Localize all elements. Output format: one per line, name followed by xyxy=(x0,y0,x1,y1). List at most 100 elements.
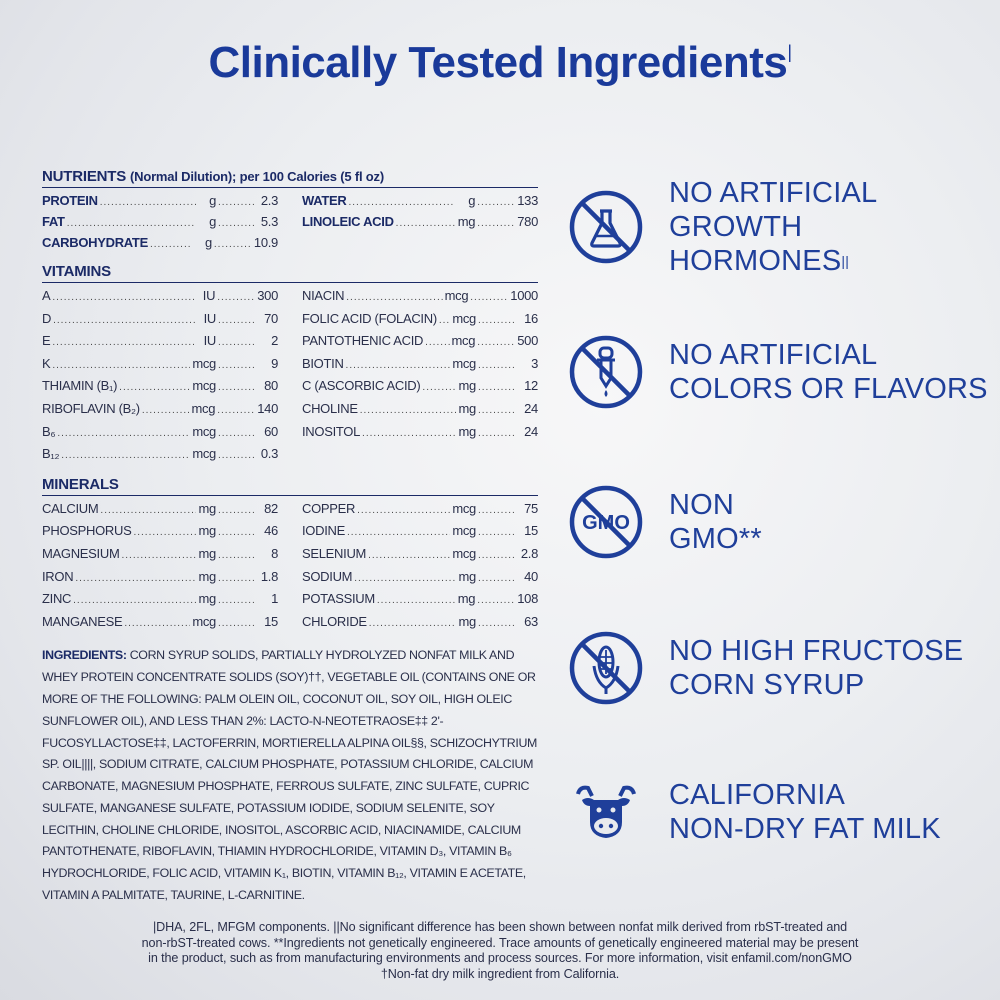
nutrient-value: 500 xyxy=(517,333,538,349)
dot-leader xyxy=(218,421,256,446)
dot-leader xyxy=(470,285,508,310)
ingredients-statement: INGREDIENTS: CORN SYRUP SOLIDS, PARTIALL… xyxy=(42,645,538,907)
nutrient-row: IODINE mcg 15 xyxy=(302,520,538,543)
nutrient-row: D IU 70 xyxy=(42,308,278,331)
nutrient-value: 108 xyxy=(517,591,538,607)
minerals-right: COPPER mcg 75 IODINE mcg 15 SELENIUM mcg 2.8 SODI… xyxy=(302,498,538,634)
dot-leader xyxy=(53,308,196,333)
nutrient-value: 300 xyxy=(257,288,278,303)
dot-leader xyxy=(377,588,455,613)
nutrient-row: NIACIN mcg 1000 xyxy=(302,285,538,308)
dot-leader xyxy=(121,543,196,568)
no-corn-icon xyxy=(569,631,643,705)
nutrient-unit: mg xyxy=(457,591,476,607)
nutrient-row: C (ASCORBIC ACID) mg 12 xyxy=(302,375,538,398)
nutrient-value: 5.3 xyxy=(260,214,278,229)
nutrients-right: WATER g 133 LINOLEIC ACID mg 780 xyxy=(302,190,538,253)
title-footnote-mark: | xyxy=(787,42,792,62)
claim-text: CALIFORNIA NON-DRY FAT MILK xyxy=(669,779,941,845)
nutrient-row: ZINC mg 1 xyxy=(42,588,278,611)
footnote-line: in the product, such as from manufacturi… xyxy=(148,951,852,965)
nutrients-section: NUTRIENTS (Normal Dilution); per 100 Cal… xyxy=(42,168,538,253)
nutrient-name: PHOSPHORUS xyxy=(42,523,132,539)
nutrient-row: FAT g 5.3 xyxy=(42,211,278,232)
footnote-mark: || xyxy=(841,253,850,269)
nutrient-value: 46 xyxy=(264,523,278,539)
nutrient-row: SODIUM mg 40 xyxy=(302,566,538,589)
nutrient-unit: g xyxy=(204,235,212,250)
minerals-left: CALCIUM mg 82 PHOSPHORUS mg 46 MAGNESIUM mg 8 IRO… xyxy=(42,498,278,634)
dot-leader xyxy=(75,566,196,591)
nutrient-unit: mg xyxy=(198,500,217,516)
nutrient-unit: g xyxy=(468,193,476,208)
nutrient-unit: mg xyxy=(198,568,217,584)
ingredients-text: CORN SYRUP SOLIDS, PARTIALLY HYDROLYZED … xyxy=(42,648,538,903)
nutrient-row: PROTEIN g 2.3 xyxy=(42,190,278,211)
nutrient-name: IODINE xyxy=(302,523,345,539)
dot-leader xyxy=(67,211,196,234)
nutrient-row: E IU 2 xyxy=(42,330,278,353)
nutrient-value: 1000 xyxy=(510,288,538,303)
dot-leader xyxy=(142,398,190,423)
dot-leader xyxy=(346,285,442,310)
nutrient-unit: mg xyxy=(458,568,477,584)
nutrient-name: SELENIUM xyxy=(302,545,367,561)
dot-leader xyxy=(119,375,190,400)
nutrient-unit: mcg xyxy=(452,545,476,561)
dot-leader xyxy=(218,308,256,333)
claim-text: NO ARTIFICIAL COLORS OR FLAVORS xyxy=(669,339,988,405)
dot-leader xyxy=(477,330,515,355)
vitamins-section: VITAMINS A IU 300 D IU 70 E IU 2 Kmcg 9 THIAMIN (B₁… xyxy=(42,263,538,466)
nutrient-unit: mcg xyxy=(192,378,216,394)
nutrient-value: 75 xyxy=(524,500,538,516)
dot-leader xyxy=(218,566,256,591)
nutrient-row: A IU 300 xyxy=(42,285,278,308)
dot-leader xyxy=(218,543,256,568)
nutrient-name: PROTEIN xyxy=(42,193,98,208)
nutrient-unit: g xyxy=(209,214,216,229)
footnotes: |DHA, 2FL, MFGM components. ||No signifi… xyxy=(0,920,1000,982)
dot-leader xyxy=(422,375,456,400)
nutrient-name: FAT xyxy=(42,214,65,229)
dot-leader xyxy=(52,353,190,378)
nutrient-name: COPPER xyxy=(302,500,356,516)
nutrient-unit: mg xyxy=(457,214,476,229)
dot-leader xyxy=(57,421,190,446)
claim-no-colors: NO ARTIFICIAL COLORS OR FLAVORS xyxy=(568,334,988,410)
nutrient-row: BIOTIN mcg 3 xyxy=(302,353,538,376)
dot-leader xyxy=(347,520,450,545)
nutrient-unit: mcg xyxy=(192,446,216,462)
nutrient-unit: IU xyxy=(202,288,216,303)
nutrient-value: 2 xyxy=(271,333,278,349)
nutrient-name: LINOLEIC ACID xyxy=(302,214,394,229)
nutrient-name: CALCIUM xyxy=(42,500,99,516)
nutrient-name: THIAMIN (B₁) xyxy=(42,378,118,394)
nutrient-name: ZINC xyxy=(42,591,72,607)
footnote-line: |DHA, 2FL, MFGM components. ||No signifi… xyxy=(152,920,848,934)
dot-leader xyxy=(61,443,190,468)
cow-icon xyxy=(576,785,636,838)
nutrient-row: CHOLINE mg 24 xyxy=(302,398,538,421)
dot-leader xyxy=(73,588,196,613)
dot-leader xyxy=(439,308,450,333)
nutrient-row: B₆ mcg 60 xyxy=(42,421,278,444)
dot-leader xyxy=(150,232,192,255)
nutrient-name: WATER xyxy=(302,193,347,208)
dot-leader xyxy=(218,498,256,523)
nutrient-name: B₆ xyxy=(42,423,56,439)
dot-leader xyxy=(425,330,449,355)
dot-leader xyxy=(218,211,256,234)
nutrient-value: 40 xyxy=(524,568,538,584)
nutrient-unit: mcg xyxy=(452,500,476,516)
nutrient-value: 16 xyxy=(524,310,538,326)
dot-leader xyxy=(52,285,195,310)
dot-leader xyxy=(133,520,196,545)
dot-leader xyxy=(478,308,516,333)
nutrient-unit: mcg xyxy=(452,523,476,539)
vitamins-right: NIACIN mcg 1000 FOLIC ACID (FOLACIN) mcg 16 PA… xyxy=(302,285,538,466)
dot-leader xyxy=(52,330,196,355)
nutrient-name: PANTOTHENIC ACID xyxy=(302,333,424,349)
dot-leader xyxy=(354,566,456,591)
dot-leader xyxy=(478,375,516,400)
